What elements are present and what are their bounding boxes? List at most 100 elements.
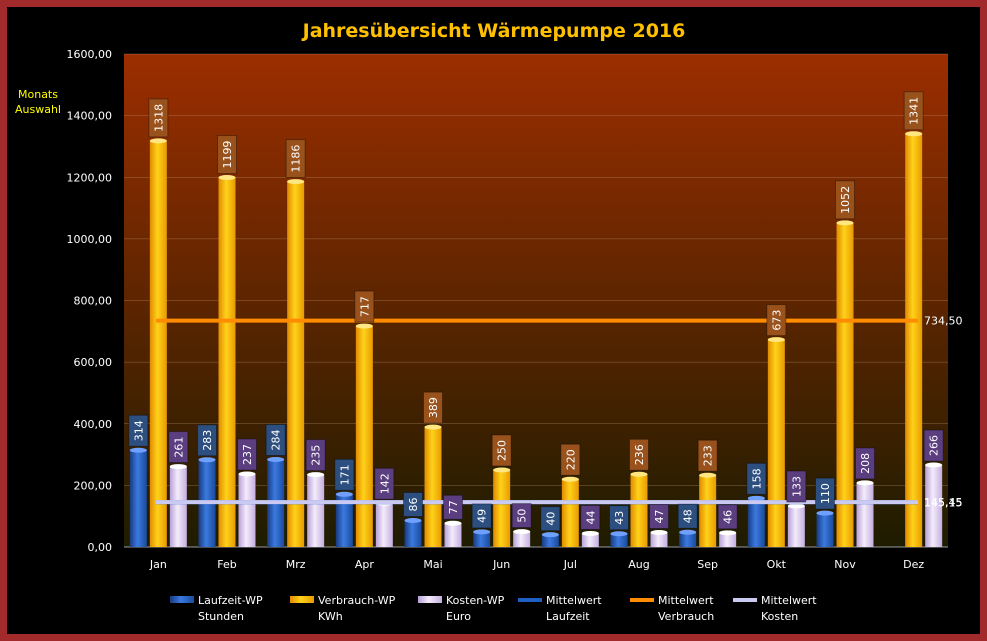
- y-tick-label: 1000,00: [67, 233, 113, 246]
- kosten-data-label: 44: [584, 510, 597, 524]
- kosten-data-label: 237: [241, 444, 254, 465]
- laufzeit-data-label: 314: [132, 420, 145, 441]
- legend-label: Mittelwert: [546, 594, 602, 607]
- kosten-bar-cap: [444, 520, 462, 526]
- verbrauch-bar-cap: [767, 337, 785, 343]
- laufzeit-bar: [610, 533, 628, 547]
- verbrauch-bar-cap: [287, 179, 305, 185]
- verbrauch-data-label: 233: [702, 445, 715, 466]
- verbrauch-bar-cap: [905, 131, 923, 137]
- verbrauch-label-box: [903, 91, 924, 131]
- laufzeit-data-label: 49: [476, 509, 489, 523]
- legend-label: Verbrauch-WP: [318, 594, 396, 607]
- verbrauch-label-box: [629, 438, 649, 471]
- legend: Laufzeit-WP Stunden Verbrauch-WP KWh Kosten-…: [170, 594, 817, 623]
- kosten-bar: [169, 466, 187, 547]
- legend-swatch: [170, 596, 194, 603]
- verbrauch-label-box: [766, 304, 787, 337]
- verbrauch-bar: [699, 475, 717, 547]
- verbrauch-bar: [905, 133, 923, 547]
- legend-swatch: [418, 596, 442, 603]
- legend-sublabel: Euro: [446, 610, 471, 623]
- laufzeit-label-box: [815, 477, 835, 510]
- kosten-bar-cap: [719, 530, 737, 536]
- laufzeit-bar-cap: [610, 531, 628, 537]
- kosten-label-box: [305, 439, 326, 472]
- laufzeit-bar-cap: [541, 532, 559, 538]
- kosten-data-label: 208: [859, 453, 872, 474]
- laufzeit-data-label: 283: [201, 430, 214, 451]
- verbrauch-label-box: [491, 434, 512, 467]
- laufzeit-bar: [335, 494, 353, 547]
- laufzeit-bar-cap: [404, 518, 422, 524]
- kosten-label-box: [443, 494, 463, 520]
- monats-auswahl-line2: Auswahl: [15, 103, 61, 116]
- verbrauch-data-label: 717: [358, 296, 371, 317]
- verbrauch-label-box: [148, 98, 169, 138]
- laufzeit-data-label: 48: [682, 509, 695, 523]
- laufzeit-data-label: 86: [407, 498, 420, 512]
- verbrauch-data-label: 236: [633, 444, 646, 465]
- verbrauch-label-box: [835, 180, 855, 220]
- laufzeit-bar: [816, 513, 834, 547]
- verbrauch-label-box: [560, 443, 581, 476]
- kosten-data-label: 142: [378, 473, 391, 494]
- verbrauch-bar: [493, 469, 511, 547]
- kosten-label-box: [855, 447, 875, 480]
- laufzeit-data-label: 110: [819, 483, 832, 504]
- x-axis-categories: Jan Feb Mrz Apr Mai Jun Jul Aug Sep Okt Nov Dez: [149, 558, 925, 571]
- gridlines: [124, 53, 948, 548]
- kosten-bar-cap: [169, 464, 187, 470]
- y-tick-label: 1400,00: [67, 110, 113, 123]
- laufzeit-data-label: 171: [338, 464, 351, 485]
- x-tick-label: Jan: [149, 558, 167, 571]
- verbrauch-bar: [355, 326, 373, 547]
- laufzeit-label-box: [403, 492, 423, 518]
- kosten-bar-cap: [650, 530, 668, 536]
- verbrauch-bar: [287, 181, 305, 547]
- verbrauch-bar-cap: [149, 138, 167, 144]
- kosten-label-box: [580, 504, 601, 530]
- verbrauch-data-label: 1052: [839, 186, 852, 214]
- laufzeit-bar-cap: [473, 529, 491, 535]
- kosten-bar-cap: [513, 529, 531, 535]
- y-axis-ticks: 0,00 200,00 400,00 600,00 800,00 1000,00 1200,…: [67, 48, 113, 554]
- kosten-bar: [719, 532, 737, 547]
- verbrauch-bar-cap: [699, 472, 717, 478]
- laufzeit-label-box: [540, 506, 561, 532]
- kosten-bar: [925, 465, 943, 547]
- legend-label: Mittelwert: [761, 594, 817, 607]
- verbrauch-data-label: 673: [770, 310, 783, 331]
- y-tick-label: 0,00: [88, 541, 113, 554]
- x-tick-label: Nov: [834, 558, 856, 571]
- kosten-bar: [444, 523, 462, 547]
- kosten-bar-cap: [856, 480, 874, 486]
- laufzeit-data-label: 43: [613, 511, 626, 525]
- verbrauch-label-box: [697, 439, 718, 472]
- legend-sublabel: Laufzeit: [546, 610, 590, 623]
- kosten-bar: [238, 473, 256, 547]
- kosten-data-label: 261: [172, 437, 185, 458]
- verbrauch-label-box: [285, 139, 306, 179]
- verbrauch-bar: [561, 479, 579, 547]
- laufzeit-bar-cap: [679, 529, 697, 535]
- verbrauch-label-box: [423, 391, 443, 424]
- laufzeit-bar: [541, 534, 559, 547]
- kosten-bar-cap: [787, 503, 805, 509]
- verbrauch-bar: [218, 177, 236, 548]
- verbrauch-bar-cap: [355, 323, 373, 329]
- verbrauch-data-label: 1341: [908, 97, 921, 125]
- kosten-data-label: 47: [653, 510, 666, 524]
- verbrauch-bar-cap: [424, 424, 442, 430]
- average-value-label: 734,50: [924, 315, 963, 328]
- x-tick-label: Okt: [767, 558, 787, 571]
- verbrauch-label-box: [354, 290, 375, 323]
- kosten-label-box: [511, 503, 532, 529]
- legend-label: Laufzeit-WP: [198, 594, 263, 607]
- y-tick-label: 400,00: [74, 418, 113, 431]
- kosten-bar: [581, 533, 599, 547]
- x-tick-label: Feb: [217, 558, 236, 571]
- verbrauch-bar-cap: [493, 467, 511, 473]
- verbrauch-data-label: 250: [496, 440, 509, 461]
